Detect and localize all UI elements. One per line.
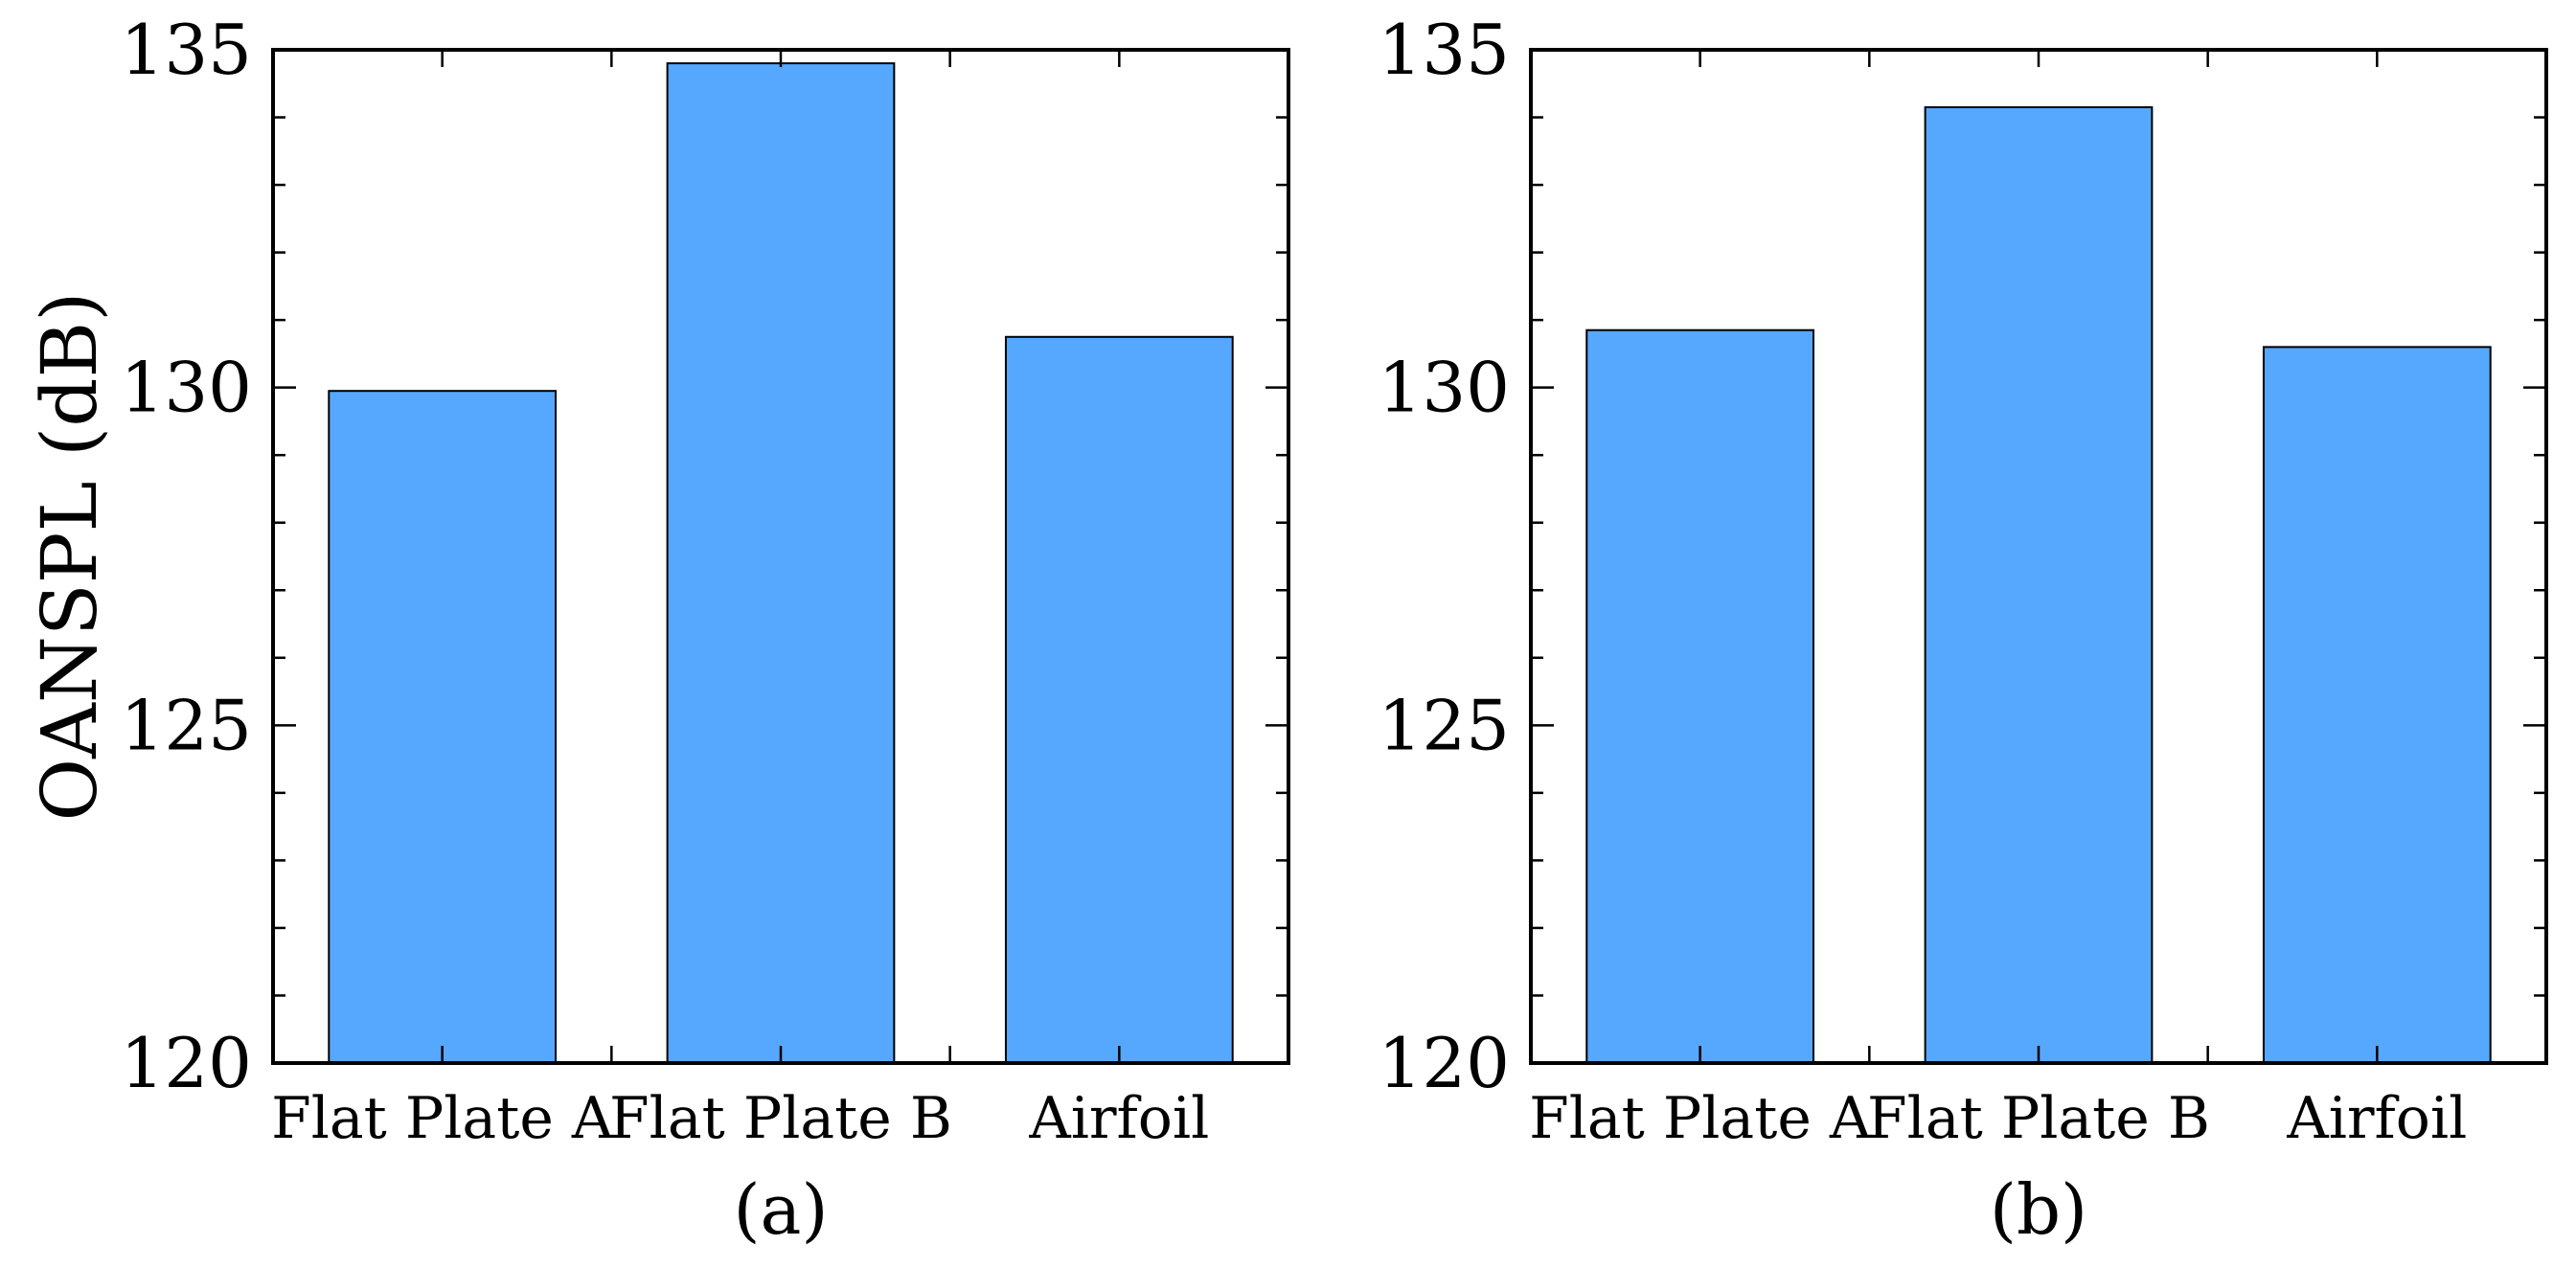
- panel-b-ytick-label: 125: [1379, 685, 1510, 765]
- panel-a-bar-1: [328, 390, 558, 1064]
- panel-b-bar-2: [1924, 105, 2154, 1065]
- panel-a-label: (a): [733, 1169, 828, 1250]
- panel-a-ytick-label: 130: [121, 348, 252, 428]
- panel-a-bar-2: [666, 62, 896, 1064]
- panel-b-category-label: Airfoil: [2286, 1085, 2467, 1152]
- panel-b-ytick-label: 130: [1379, 348, 1510, 428]
- panel-a-category-label: Flat Plate A: [271, 1085, 614, 1152]
- panel-a-ytick-label: 135: [121, 10, 252, 90]
- panel-b-bar-3: [2262, 346, 2492, 1064]
- panel-a-ytick-label: 120: [121, 1023, 252, 1103]
- panel-a-ylabel: OANSPL (dB): [25, 292, 114, 822]
- panel-a-category-label: Flat Plate B: [609, 1085, 952, 1152]
- panel-b-bar-1: [1585, 328, 1815, 1065]
- panel-b-ytick-label: 120: [1379, 1023, 1510, 1103]
- panel-b-category-label: Flat Plate A: [1529, 1085, 1872, 1152]
- panel-b-category-label: Flat Plate B: [1867, 1085, 2210, 1152]
- panel-a-bar-3: [1004, 335, 1234, 1064]
- panel-a-category-label: Airfoil: [1028, 1085, 1209, 1152]
- panel-b-ytick-label: 135: [1379, 10, 1510, 90]
- panel-b-label: (b): [1990, 1169, 2087, 1250]
- panel-a-ytick-label: 125: [121, 685, 252, 765]
